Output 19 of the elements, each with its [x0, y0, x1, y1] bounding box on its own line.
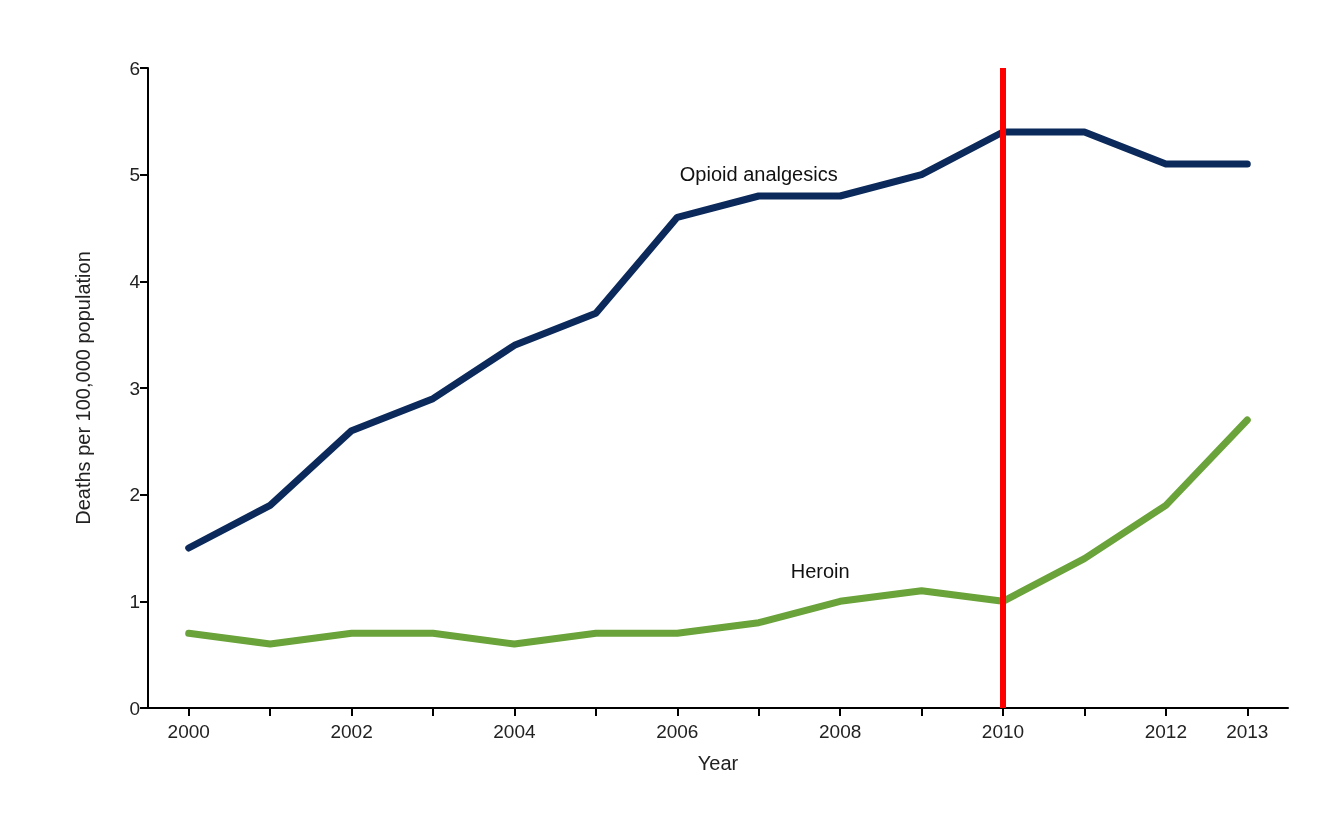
y-tick-label: 3 [129, 377, 140, 399]
x-tick-label: 2010 [981, 721, 1025, 742]
x-tick-label: 2006 [656, 721, 699, 742]
y-tick-label: 6 [129, 57, 140, 79]
y-tick-label: 5 [129, 164, 140, 186]
y-tick-label: 2 [129, 484, 140, 506]
x-tick-label: 2013 [1226, 721, 1269, 742]
y-axis-title: Deaths per 100,000 population [72, 251, 94, 525]
x-tick-label: 2002 [330, 721, 373, 742]
x-tick-label: 2012 [1144, 721, 1187, 742]
series-label: Heroin [790, 560, 850, 583]
y-tick-label: 4 [129, 270, 141, 292]
series-label: Opioid analgesics [679, 163, 838, 185]
y-tick-label: 0 [129, 697, 140, 719]
y-tick-label: 1 [129, 590, 140, 612]
x-axis-title: Year [697, 752, 739, 774]
x-tick-label: 2008 [819, 721, 862, 742]
x-tick-label: 2000 [167, 721, 210, 742]
x-tick-label: 2004 [493, 721, 536, 742]
